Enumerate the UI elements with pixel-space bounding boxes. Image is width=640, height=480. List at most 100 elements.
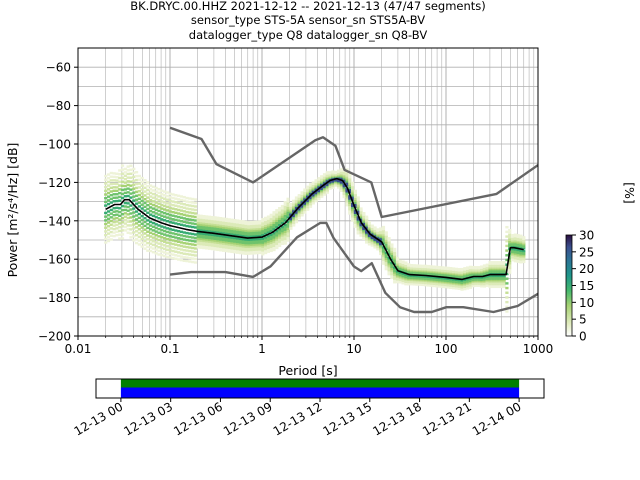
psd-cell: [230, 222, 234, 225]
psd-cell: [252, 252, 256, 255]
psd-cell: [252, 229, 256, 232]
psd-cell: [106, 180, 111, 184]
psd-cell: [381, 242, 386, 245]
psd-cell: [216, 246, 220, 250]
psd-cell: [261, 227, 265, 231]
psd-cell: [255, 248, 259, 251]
psd-cell: [516, 236, 520, 240]
psd-cell: [163, 233, 167, 236]
psd-cell: [249, 240, 254, 243]
psd-cell: [227, 244, 231, 248]
psd-cell: [230, 238, 234, 241]
psd-cell: [126, 202, 130, 205]
psd-cell: [280, 225, 285, 229]
psd-cell: [488, 263, 492, 267]
psd-cell: [289, 212, 293, 215]
psd-cell: [348, 207, 352, 211]
psd-cell: [505, 244, 509, 248]
psd-cell: [387, 264, 391, 268]
psd-cell: [132, 227, 136, 230]
y-tick-label: −200: [38, 330, 71, 344]
psd-cell: [300, 201, 304, 204]
psd-cell: [202, 241, 206, 244]
psd-cell: [207, 238, 212, 242]
psd-cell: [238, 219, 242, 223]
psd-cell: [233, 238, 237, 241]
psd-cell: [359, 217, 363, 221]
psd-cell: [342, 194, 346, 197]
psd-cell: [244, 245, 248, 248]
psd-cell: [163, 240, 167, 243]
psd-cell: [224, 228, 228, 231]
psd-cell: [387, 270, 391, 274]
psd-cell: [306, 205, 310, 209]
psd-cell: [235, 237, 240, 240]
psd-cell: [165, 248, 170, 252]
psd-cell: [353, 197, 358, 201]
psd-cell: [395, 275, 400, 278]
psd-cell: [221, 247, 226, 251]
psd-cell: [365, 239, 369, 243]
psd-cell: [235, 238, 240, 242]
psd-cell: [106, 236, 111, 239]
psd-cell: [289, 211, 293, 214]
psd-cell: [247, 231, 251, 234]
psd-cell: [148, 224, 153, 227]
psd-cell: [362, 230, 366, 233]
psd-cell: [177, 215, 181, 219]
psd-cell: [297, 194, 301, 197]
psd-cell: [359, 216, 363, 219]
psd-cell: [109, 186, 113, 189]
psd-cell: [157, 206, 161, 209]
psd-cell: [294, 205, 299, 209]
psd-cell: [266, 244, 271, 248]
psd-cell: [418, 275, 422, 278]
psd-cell: [362, 234, 366, 238]
psd-cell: [207, 240, 212, 243]
psd-cell: [182, 220, 186, 224]
psd-cell: [207, 242, 212, 245]
psd-cell: [266, 246, 271, 249]
psd-cell: [213, 239, 217, 242]
psd-cell: [283, 226, 287, 229]
psd-cell: [278, 209, 282, 212]
psd-cell: [381, 252, 386, 255]
psd-cell: [522, 247, 526, 250]
psd-cell: [120, 172, 125, 175]
psd-cell: [261, 243, 265, 246]
psd-cell: [468, 265, 473, 269]
psd-cell: [244, 247, 248, 250]
psd-cell: [210, 244, 214, 247]
psd-cell: [249, 220, 254, 224]
psd-cell: [269, 229, 273, 233]
psd-cell: [143, 232, 147, 235]
psd-cell: [202, 222, 206, 225]
psd-cell: [258, 227, 262, 230]
psd-cell: [106, 210, 111, 213]
psd-cell: [193, 205, 198, 208]
psd-cell: [221, 220, 226, 224]
psd-cell: [112, 220, 116, 224]
psd-cell: [230, 243, 234, 246]
psd-cell: [510, 257, 515, 260]
psd-cell: [160, 239, 164, 243]
psd-cell: [384, 247, 388, 250]
psd-cell: [249, 229, 254, 233]
psd-cell: [258, 248, 262, 251]
psd-cell: [249, 231, 254, 234]
psd-cell: [308, 200, 313, 203]
psd-cell: [306, 195, 310, 199]
psd-cell: [348, 175, 352, 179]
psd-cell: [146, 188, 150, 192]
psd-cell: [233, 236, 237, 240]
psd-cell: [196, 240, 200, 244]
psd-cell: [196, 239, 200, 242]
psd-cell: [353, 199, 358, 203]
x-tick-label: 100: [435, 342, 458, 356]
psd-cell: [297, 200, 301, 203]
psd-cell: [474, 266, 478, 269]
psd-cell: [205, 241, 209, 245]
psd-cell: [283, 239, 287, 243]
coverage-tick-label: 12-13 21: [420, 399, 474, 438]
psd-cell: [129, 172, 133, 175]
